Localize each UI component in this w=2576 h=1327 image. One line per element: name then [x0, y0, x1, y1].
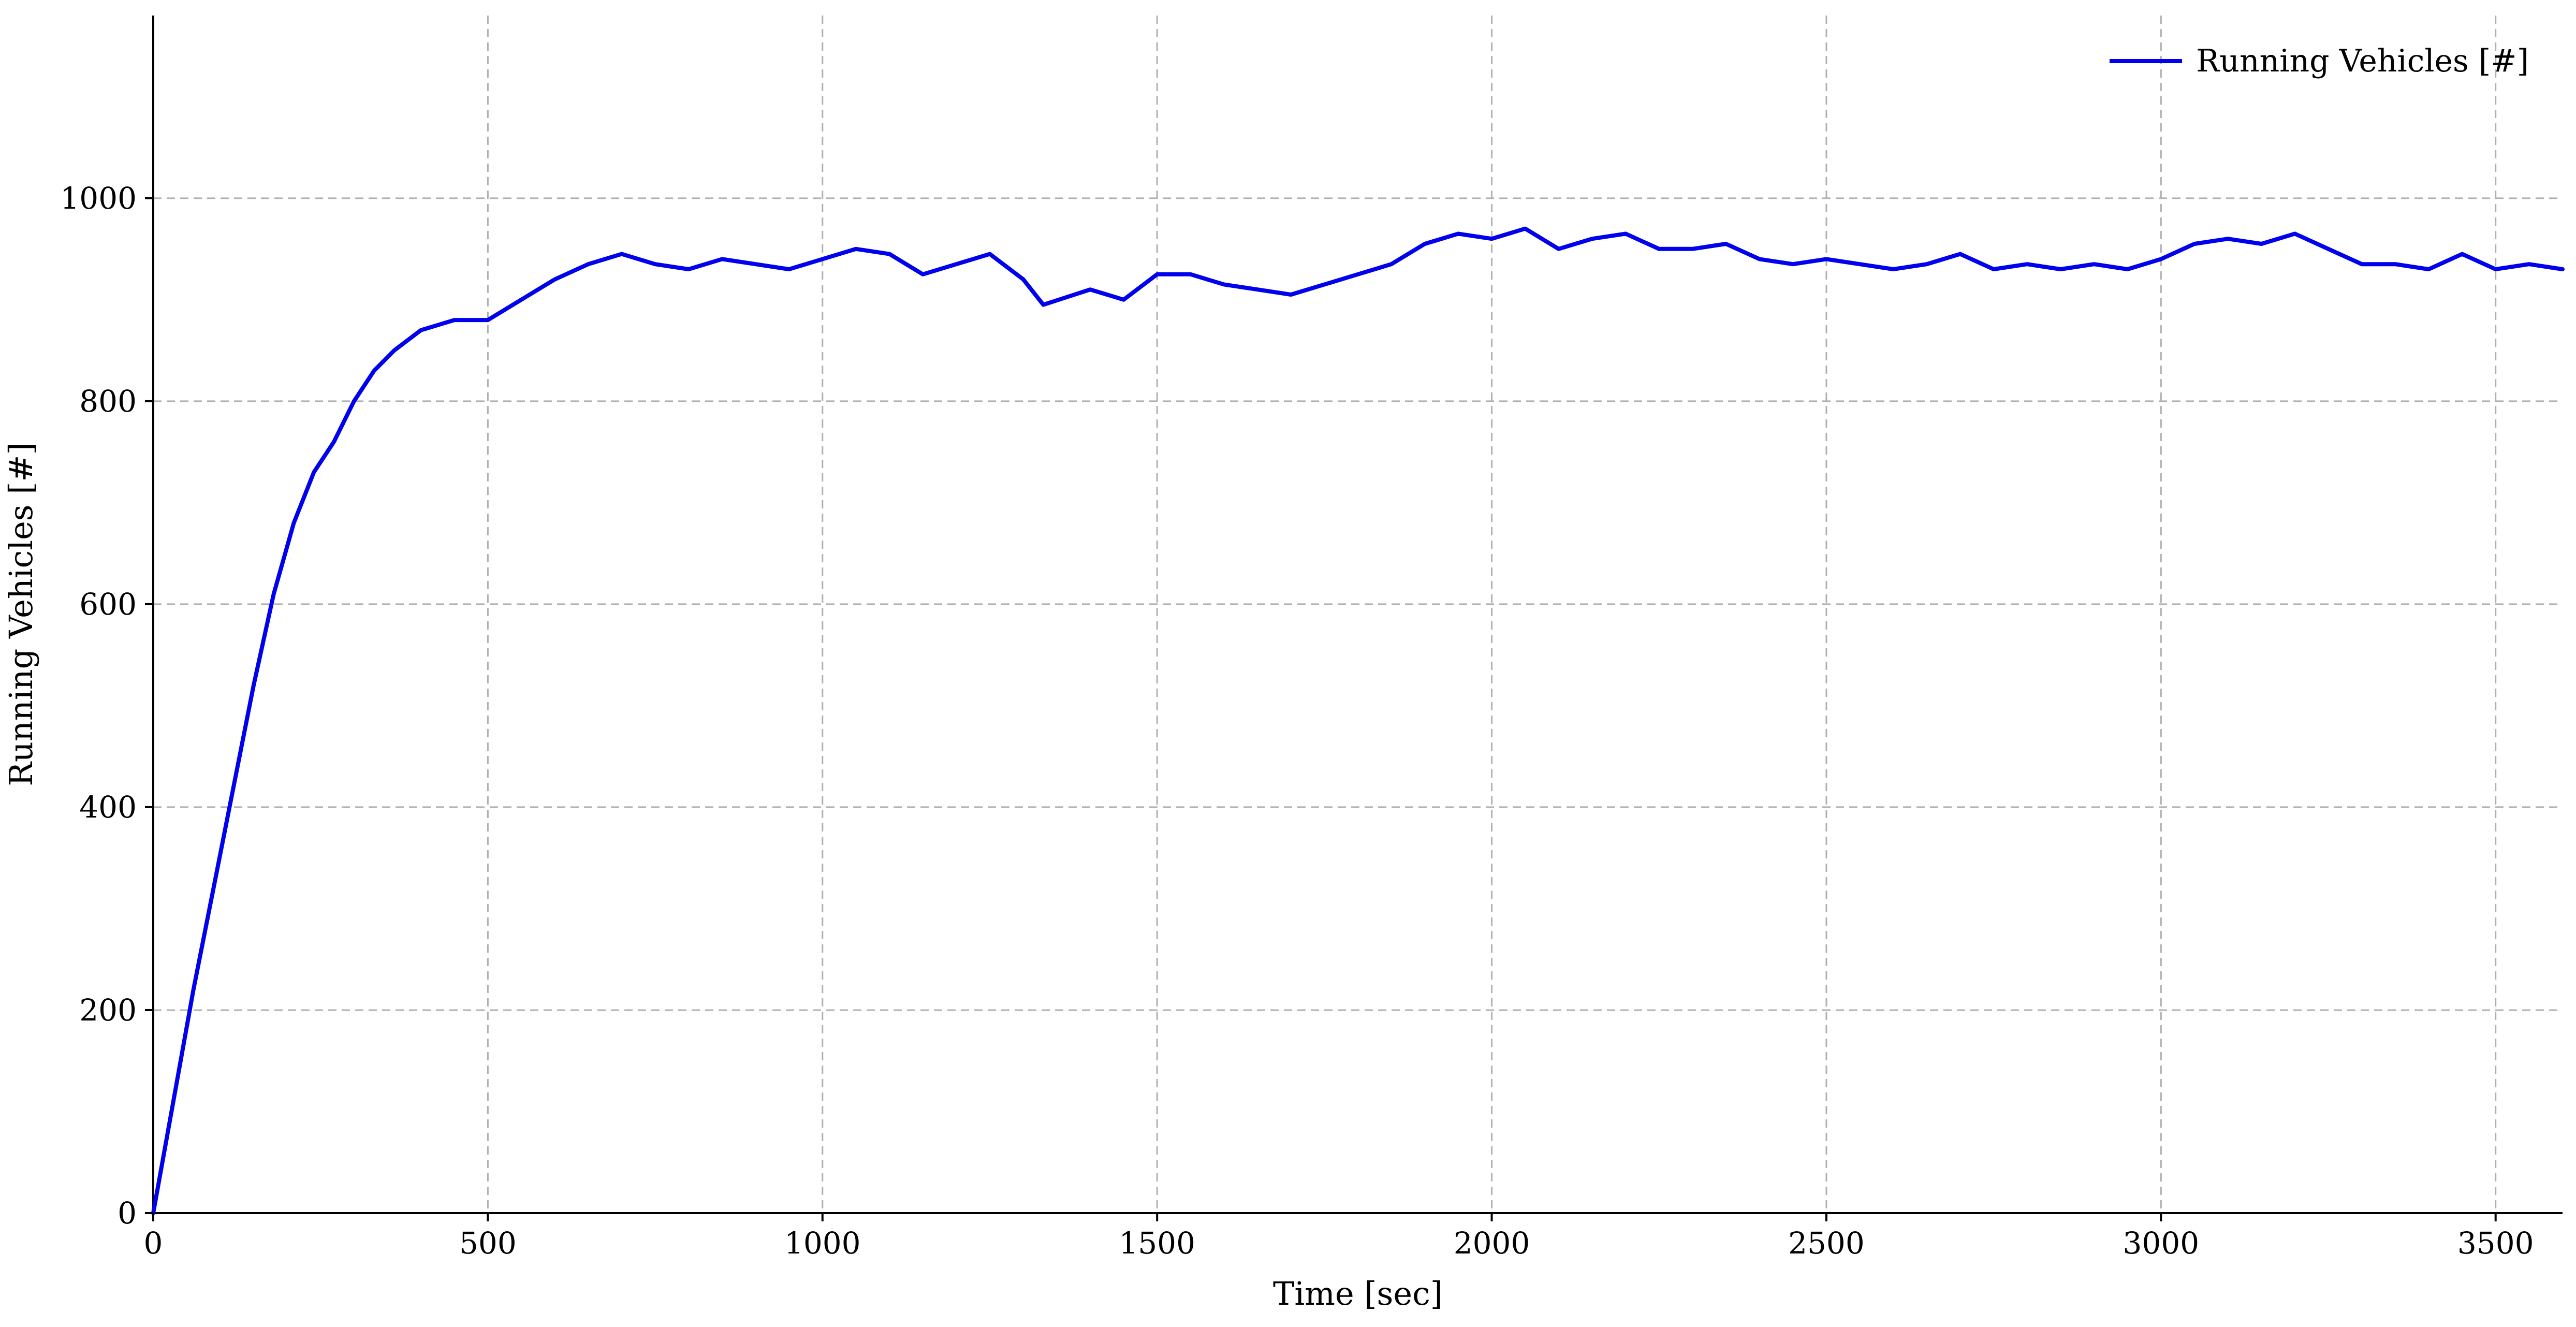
legend-label: Running Vehicles [#] — [2196, 43, 2529, 79]
x-tick-label-3000: 3000 — [2123, 1226, 2200, 1261]
y-tick-label-800: 800 — [79, 384, 137, 419]
x-tick-label-1500: 1500 — [1119, 1226, 1195, 1261]
x-tick-label-0: 0 — [144, 1226, 163, 1261]
x-tick-label-3500: 3500 — [2457, 1226, 2534, 1261]
x-tick-label-500: 500 — [459, 1226, 517, 1261]
y-tick-label-200: 200 — [79, 993, 137, 1028]
y-axis-label: Running Vehicles [#] — [2, 442, 40, 786]
y-tick-label-1000: 1000 — [60, 181, 137, 216]
legend: Running Vehicles [#] — [2110, 43, 2529, 79]
y-tick-label-400: 400 — [79, 790, 137, 825]
x-tick-label-2000: 2000 — [1454, 1226, 1530, 1261]
grid-layer — [153, 16, 2563, 1213]
axes — [152, 16, 2563, 1214]
series-line-0 — [151, 226, 2565, 1215]
series-layer — [151, 226, 2565, 1215]
x-axis-label: Time [sec] — [1273, 1275, 1443, 1313]
y-tick-label-600: 600 — [79, 587, 137, 622]
x-tick-label-2500: 2500 — [1788, 1226, 1865, 1261]
tick-labels: 0 500 1000 1500 2000 2500 3000 3500 0 200 400 600 80… — [60, 181, 2534, 1261]
x-tick-label-1000: 1000 — [784, 1226, 861, 1261]
y-tick-label-0: 0 — [118, 1195, 137, 1231]
